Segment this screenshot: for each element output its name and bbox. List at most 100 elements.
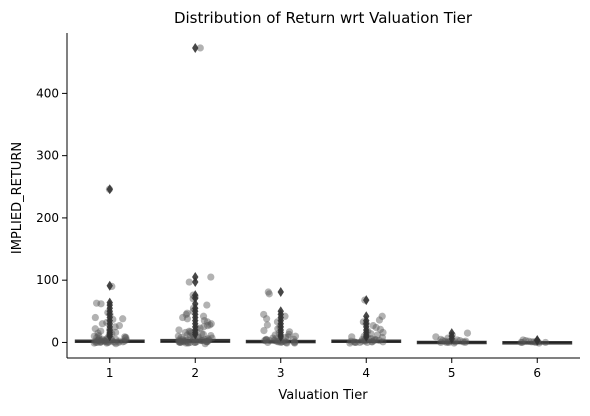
strip-point-2 <box>181 328 190 337</box>
strip-point-1 <box>112 340 120 348</box>
chart-title: Distribution of Return wrt Valuation Tie… <box>174 9 473 27</box>
x-tick-label: 6 <box>533 366 541 380</box>
strip-point-4 <box>379 338 387 346</box>
strip-point-5 <box>453 336 461 344</box>
strip-point-2 <box>200 323 208 331</box>
strip-point-5 <box>463 329 472 337</box>
outlier-marker-2 <box>192 42 199 53</box>
strip-point-3 <box>285 330 293 338</box>
strip-point-3 <box>260 327 268 335</box>
strip-point-2 <box>183 309 191 317</box>
strip-point-3 <box>277 338 285 347</box>
strip-point-1 <box>93 338 101 347</box>
strip-point-5 <box>442 338 451 347</box>
strip-point-4 <box>372 323 380 332</box>
strip-point-2 <box>177 338 185 346</box>
strip-point-1 <box>102 338 110 346</box>
strip-point-6 <box>518 338 526 347</box>
strip-point-3 <box>269 334 277 342</box>
strip-point-2 <box>179 338 187 346</box>
y-tick-label: 100 <box>36 273 59 287</box>
x-tick-label: 5 <box>448 366 456 380</box>
strip-point-2 <box>182 339 190 347</box>
strip-point-2 <box>179 313 187 322</box>
strip-point-2 <box>199 312 208 320</box>
strip-point-4 <box>373 331 382 339</box>
strip-point-1 <box>97 338 105 346</box>
strip-point-2 <box>198 336 206 345</box>
strip-point-1 <box>92 338 100 347</box>
strip-point-2 <box>175 338 183 346</box>
strip-point-2 <box>185 327 193 335</box>
strip-point-2 <box>182 310 190 319</box>
strip-point-5 <box>439 336 447 345</box>
strip-point-5 <box>437 338 445 347</box>
outlier-marker-1 <box>106 184 113 195</box>
strip-point-1 <box>120 337 128 345</box>
strip-point-2 <box>183 331 191 339</box>
strip-point-1 <box>101 337 109 345</box>
strip-point-3 <box>263 315 271 323</box>
strip-point-1 <box>112 335 120 343</box>
y-tick-label: 0 <box>51 335 59 349</box>
strip-point-1 <box>92 299 101 307</box>
strip-point-5 <box>462 337 470 345</box>
strip-point-3 <box>266 336 274 345</box>
strip-point-2 <box>205 336 213 344</box>
strip-point-2 <box>184 339 192 347</box>
strip-point-2 <box>207 331 215 340</box>
strip-point-6 <box>522 336 530 345</box>
strip-point-2 <box>179 336 188 345</box>
strip-point-2 <box>183 315 191 323</box>
strip-point-2 <box>204 337 212 345</box>
strip-point-2 <box>191 338 199 347</box>
strip-point-1 <box>95 335 103 343</box>
strip-point-1 <box>95 331 103 340</box>
strip-point-2 <box>202 337 211 345</box>
strip-point-3 <box>264 288 272 296</box>
strip-point-4 <box>370 336 378 345</box>
strip-point-2 <box>184 338 192 347</box>
x-tick-label: 2 <box>191 366 199 380</box>
strip-point-3 <box>271 331 279 339</box>
axes: 0 100 200 300 400 1 2 3 4 5 6 <box>36 33 580 380</box>
strip-point-2 <box>198 330 206 338</box>
strip-point-4 <box>369 322 377 330</box>
strip-point-1 <box>94 336 102 345</box>
strip-point-1 <box>103 339 111 347</box>
x-tick-label: 3 <box>277 366 285 380</box>
strip-point-2 <box>199 330 207 338</box>
plot-area <box>74 42 573 348</box>
strip-point-1 <box>101 337 109 345</box>
strip-point-3 <box>262 335 270 343</box>
strip-point-5 <box>432 333 440 341</box>
strip-point-1 <box>90 339 98 347</box>
strip-point-1 <box>121 333 129 341</box>
outlier-marker-3 <box>277 287 284 298</box>
strip-point-2 <box>192 338 201 346</box>
strip-point-1 <box>122 333 130 342</box>
strip-point-3 <box>261 336 269 345</box>
strip-point-3 <box>291 332 300 340</box>
y-tick-label: 200 <box>36 211 59 225</box>
strip-point-4 <box>356 338 364 347</box>
strip-point-3 <box>270 336 278 345</box>
strip-point-2 <box>206 321 214 329</box>
strip-point-1 <box>91 337 99 345</box>
strip-point-2 <box>191 338 199 347</box>
strip-point-2 <box>203 338 211 346</box>
strip-point-3 <box>272 337 281 345</box>
outlier-marker-2 <box>192 293 199 304</box>
strip-point-4 <box>347 337 355 345</box>
x-axis-label: Valuation Tier <box>278 388 368 403</box>
strip-point-6 <box>519 336 527 344</box>
strip-point-4 <box>375 316 384 324</box>
outlier-marker-5 <box>448 333 455 344</box>
strip-point-1 <box>94 329 102 337</box>
strip-point-5 <box>437 335 445 343</box>
strip-point-4 <box>371 335 379 343</box>
strip-point-3 <box>264 338 272 347</box>
strip-point-3 <box>263 321 271 329</box>
